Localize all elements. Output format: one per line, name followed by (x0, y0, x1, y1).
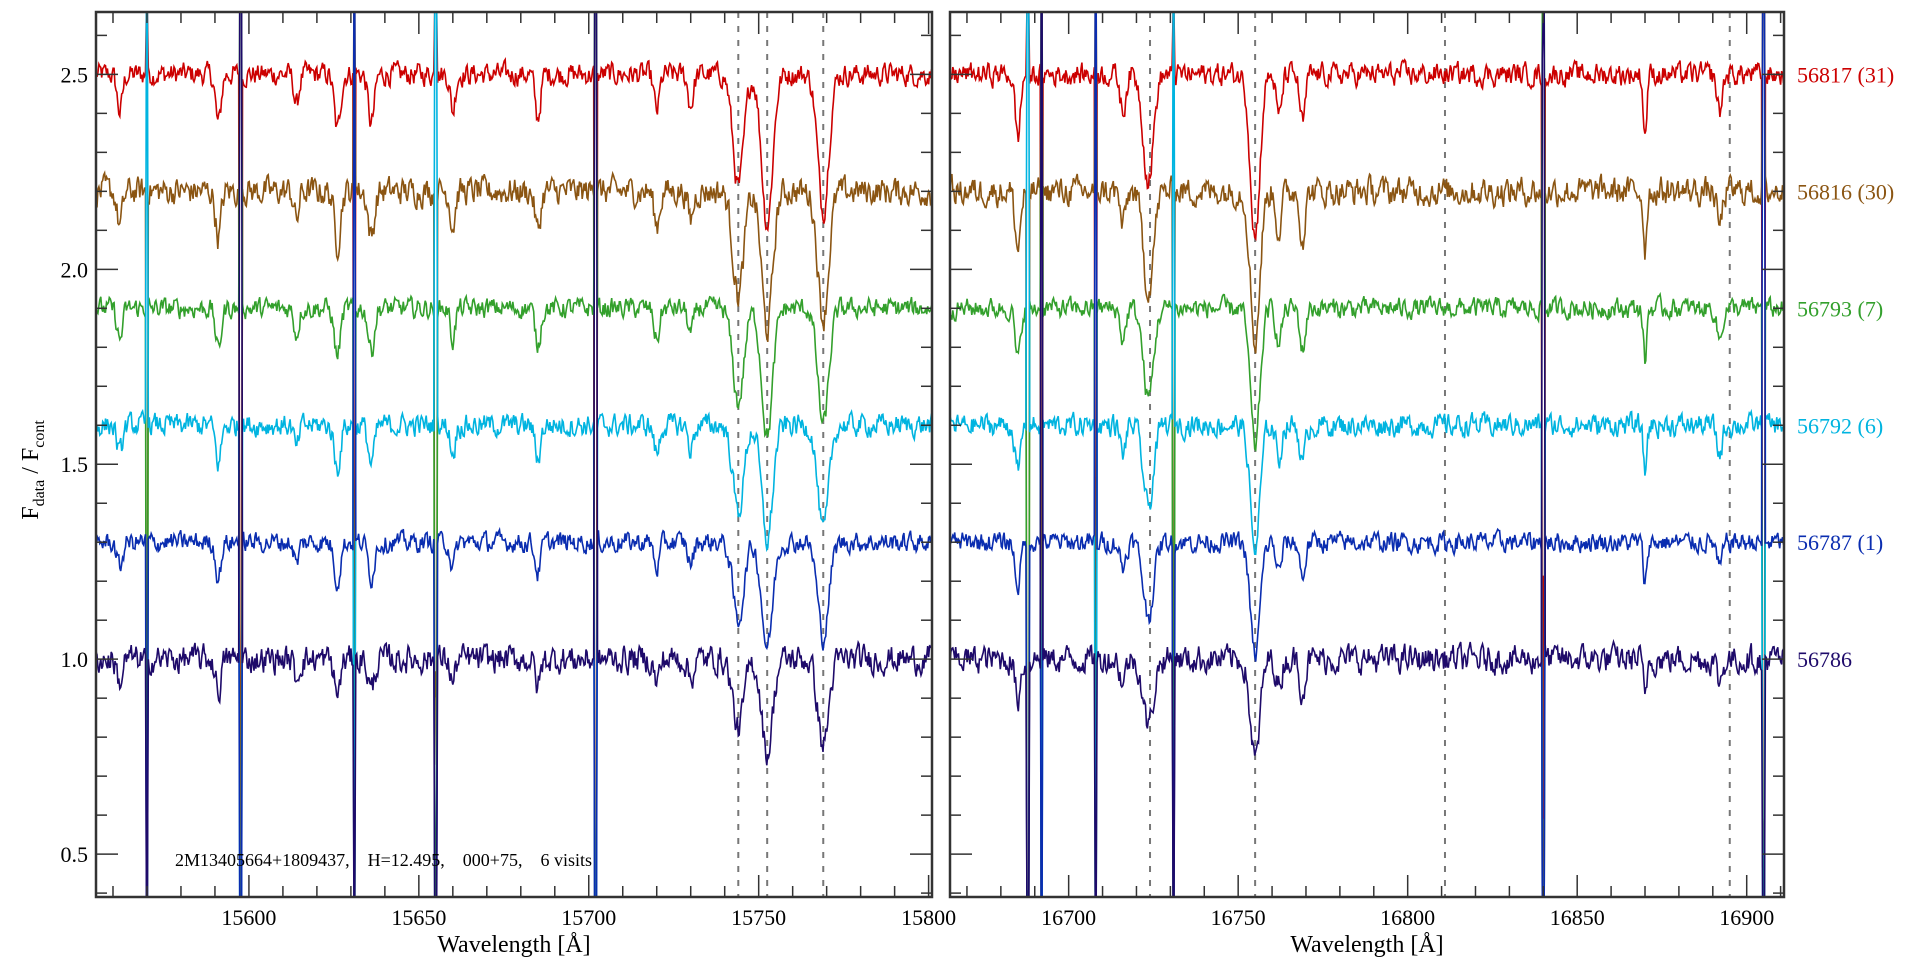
x-tick-label: 16900 (1719, 905, 1774, 930)
series-legend: 56817 (31) 56816 (30) 56793 (7) 56792 (6) 56… (1797, 62, 1894, 672)
left-panel: 15600 15650 15700 15750 15800 (94, 10, 956, 930)
x-tick-label: 15750 (731, 905, 786, 930)
star-annotation: 2M13405664+1809437, H=12.495, 000+75, 6 … (175, 850, 592, 870)
y-axis-title: Fdata / Fcont (18, 420, 48, 520)
spectrum-series-56786 (950, 12, 1784, 897)
x-tick-label: 16750 (1211, 905, 1266, 930)
y-tick-label: 1.0 (61, 647, 89, 672)
series-label: 56792 (6) (1797, 413, 1883, 438)
series-label: 56793 (7) (1797, 296, 1883, 321)
series-label: 56787 (1) (1797, 530, 1883, 555)
spectrum-series-56786 (96, 12, 932, 897)
spectrum-series-56793 (950, 12, 1784, 897)
x-tick-label: 16850 (1550, 905, 1605, 930)
y-tick-label: 2.0 (61, 257, 89, 282)
series-label: 56816 (30) (1797, 179, 1894, 204)
series-label: 56817 (31) (1797, 62, 1894, 87)
x-tick-label: 16700 (1041, 905, 1096, 930)
x-tick-label: 15600 (221, 905, 276, 930)
spectrum-series-56817 (950, 12, 1784, 897)
x-tick-label: 16800 (1380, 905, 1435, 930)
spectrum-series-56793 (96, 12, 932, 897)
spectrum-series-56817 (96, 12, 932, 897)
plot-area (950, 12, 1784, 897)
spectrum-series-56792 (950, 12, 1784, 897)
spectrum-series-56787 (96, 12, 932, 897)
spectrum-series-56816 (96, 12, 932, 897)
y-tick-label: 2.5 (61, 62, 89, 87)
panel-frame (948, 10, 1786, 899)
y-tick-label: 1.5 (61, 452, 89, 477)
x-axis-title-left: Wavelength [Å] (437, 932, 590, 958)
series-label: 56786 (1797, 647, 1852, 672)
y-tick-label: 0.5 (61, 842, 89, 867)
x-tick-label: 15700 (561, 905, 616, 930)
x-tick-label: 15800 (901, 905, 956, 930)
x-tick-label: 15650 (391, 905, 446, 930)
y-tick-labels: 0.5 1.0 1.5 2.0 2.5 (61, 62, 89, 867)
panel-frame (94, 10, 934, 899)
spectrum-series-56816 (950, 12, 1784, 897)
right-panel: 16700 16750 16800 16850 16900 (948, 10, 1786, 930)
plot-area (96, 12, 932, 897)
x-axis-title-right: Wavelength [Å] (1290, 932, 1443, 958)
spectrum-series-56792 (96, 12, 932, 897)
spectrum-series-56787 (950, 12, 1784, 897)
